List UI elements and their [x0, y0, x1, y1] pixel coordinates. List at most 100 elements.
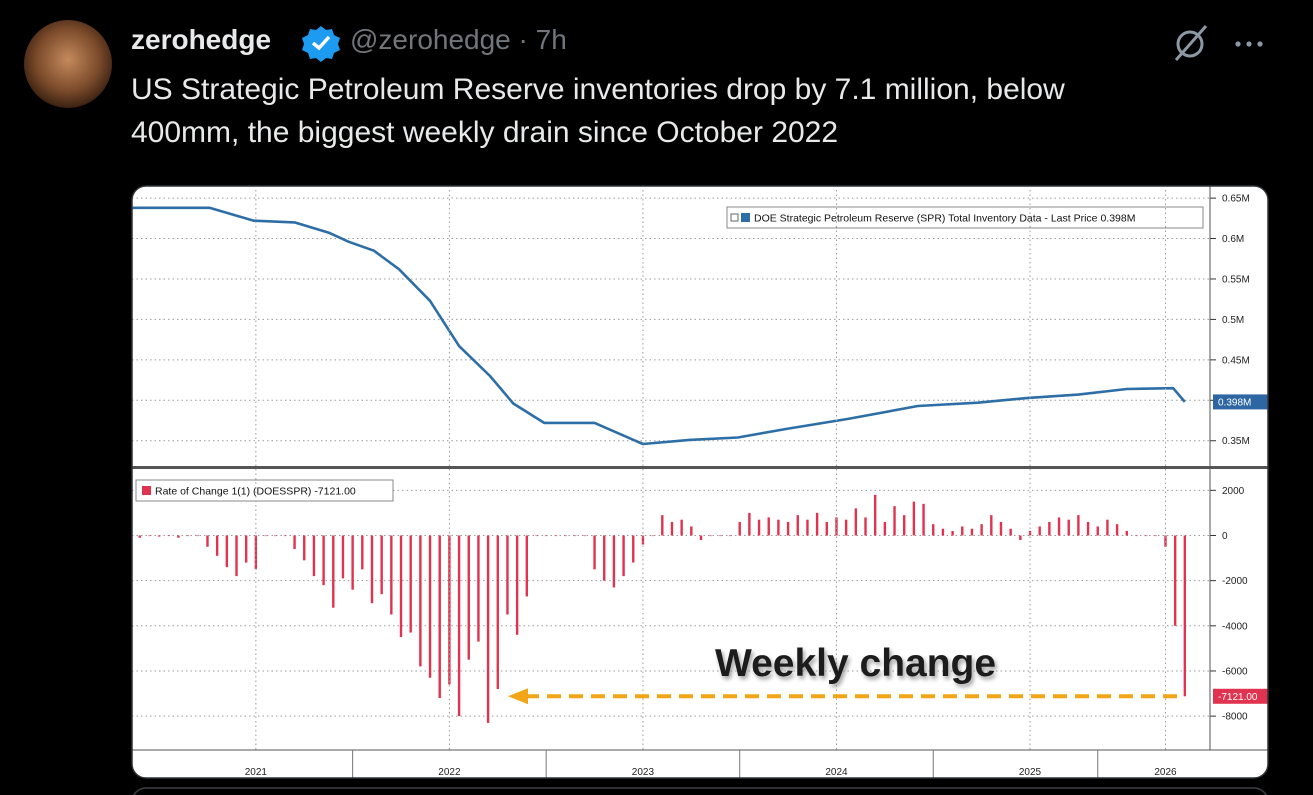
bar [573, 535, 577, 537]
bar [1019, 535, 1022, 540]
bar [835, 517, 838, 536]
bar [1067, 519, 1070, 536]
bar [815, 512, 819, 536]
bar [854, 508, 858, 536]
bar [690, 526, 693, 536]
bar [699, 535, 703, 540]
bar [486, 535, 490, 723]
y-tick-label: -4000 [1222, 621, 1248, 632]
avatar[interactable] [24, 20, 112, 108]
grok-icon[interactable] [1174, 25, 1208, 61]
x-tick-label: 2025 [1019, 767, 1042, 778]
bar [264, 535, 267, 537]
y-tick-label: 0.5M [1222, 315, 1244, 326]
bar [903, 515, 906, 536]
bar [844, 519, 848, 536]
badge-check [311, 35, 331, 51]
bar [1048, 521, 1051, 536]
bar [544, 535, 548, 537]
bar [748, 512, 751, 536]
bar [970, 528, 974, 536]
bar [409, 535, 412, 633]
bar [225, 535, 229, 568]
legend-box [726, 206, 1204, 229]
bar [951, 530, 954, 536]
bar [235, 535, 238, 577]
x-tick-label: 2024 [825, 767, 848, 778]
handle-line: @zerohedge · 7h [350, 24, 567, 56]
y-tick-label: 0.6M [1222, 234, 1244, 245]
bar [138, 535, 141, 538]
bar [177, 535, 180, 538]
bar [399, 535, 403, 638]
bar [361, 535, 364, 570]
tweet-text: 400mm, the biggest weekly drain since Oc… [131, 116, 839, 149]
bar [1154, 535, 1158, 537]
bar [477, 535, 480, 642]
y-tick-label: -6000 [1222, 666, 1248, 677]
bar [999, 521, 1003, 536]
bar [215, 535, 219, 556]
dot [1257, 41, 1263, 47]
bar [1183, 535, 1187, 697]
bar [796, 515, 799, 536]
bar [941, 528, 945, 536]
bar [515, 535, 519, 635]
legend-icon [730, 213, 739, 222]
y-tick-label: 0.55M [1222, 274, 1250, 285]
y-tick-label: -2000 [1222, 576, 1248, 587]
bar [612, 535, 616, 588]
y-tick-label: 0.65M [1222, 194, 1250, 205]
bar [806, 519, 809, 536]
bar [332, 535, 335, 608]
bar [767, 517, 770, 536]
bar [438, 535, 441, 699]
author-name[interactable]: zerohedge [131, 24, 272, 55]
bar [893, 506, 896, 536]
bar [157, 535, 161, 537]
x-tick-label: 2022 [438, 767, 461, 778]
bar [244, 535, 248, 563]
bar [864, 517, 867, 536]
bar [525, 535, 529, 597]
handle[interactable]: @zerohedge [350, 24, 511, 55]
bar [709, 535, 712, 537]
bar [622, 535, 625, 577]
x-tick-label: 2023 [632, 767, 655, 778]
bar [303, 535, 306, 561]
bar [603, 535, 606, 581]
verified-badge [302, 26, 340, 62]
bar [961, 526, 964, 536]
bar [380, 535, 383, 595]
bar [341, 535, 345, 579]
bar [641, 535, 645, 545]
grok-slash [1174, 25, 1208, 61]
bar [1086, 521, 1090, 536]
bar [428, 535, 432, 678]
bar [1038, 526, 1041, 536]
bar [467, 535, 470, 660]
y-tick-label: 0.35M [1222, 436, 1250, 447]
y-tick-label: 2000 [1222, 486, 1245, 497]
bar [1125, 530, 1128, 536]
more-button[interactable] [1235, 41, 1263, 47]
bar [1115, 524, 1119, 536]
dot [1235, 41, 1241, 47]
time[interactable]: 7h [535, 24, 567, 55]
x-tick-label: 2021 [245, 767, 268, 778]
bar [661, 515, 664, 536]
bar [506, 535, 509, 615]
bar [322, 535, 325, 586]
bar [370, 535, 374, 604]
bar [564, 535, 567, 537]
bar [419, 535, 422, 667]
dot [1246, 41, 1252, 47]
bar [293, 535, 296, 550]
y-tick-label: -8000 [1222, 712, 1248, 723]
bar [312, 535, 316, 577]
bar [1135, 535, 1138, 537]
bar [351, 535, 354, 590]
next-card [133, 787, 1267, 795]
